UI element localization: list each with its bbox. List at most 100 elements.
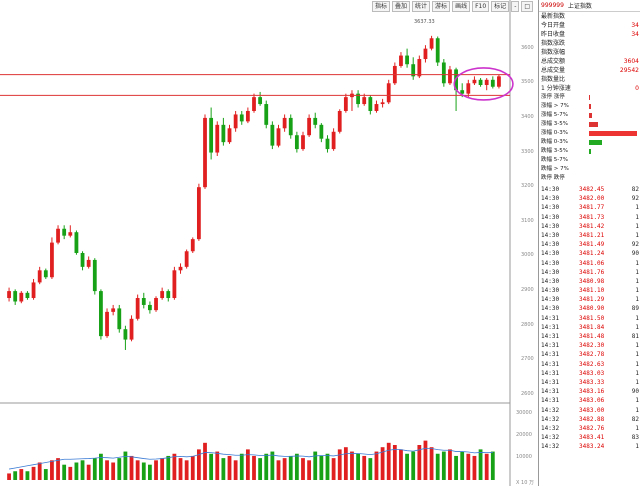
candle-body	[313, 117, 318, 125]
trade-time: 14:31	[541, 388, 560, 396]
trade-price: 3483.33	[579, 378, 605, 386]
candle-body	[362, 97, 367, 105]
trade-time: 14:30	[541, 241, 560, 249]
trade-price: 3481.06	[579, 259, 605, 267]
trade-price: 3481.42	[579, 222, 605, 230]
stat-row: 总成交量 29542	[539, 66, 640, 75]
distribution-bar	[589, 131, 637, 136]
toolbar-button-3[interactable]: 游标	[432, 0, 451, 12]
volume-bar	[19, 469, 24, 480]
volume-bar	[441, 451, 446, 480]
stat-label: 总成交额	[541, 58, 566, 65]
candle-body	[68, 232, 73, 236]
chart-toolbar: 指标 叠加 统计 游标 画线 F10 标记 - □	[372, 0, 534, 12]
volume-bar	[13, 471, 18, 480]
candle-body	[319, 124, 324, 139]
trade-time: 14:30	[541, 268, 560, 276]
candle-body	[490, 79, 495, 87]
index-code: 999999	[541, 2, 564, 9]
candle-body	[184, 251, 189, 267]
trade-volume: 1	[635, 222, 639, 230]
candle-body	[307, 117, 312, 136]
trade-row: 14:31 3482.63 1	[539, 360, 640, 369]
trade-row: 14:30 3481.42 1	[539, 222, 640, 231]
volume-bar	[331, 458, 336, 480]
volume-bar	[184, 460, 189, 480]
kline-chart-panel[interactable]: 指标 叠加 统计 游标 画线 F10 标记 - □ 3637.33 3600 3500 3400 33…	[0, 0, 538, 486]
stat-row: 1 分钟涨速 0	[539, 84, 640, 93]
trade-price: 3482.63	[579, 360, 605, 368]
volume-bar	[99, 453, 103, 480]
toolbar-button-8[interactable]: □	[521, 0, 534, 12]
candle-body	[325, 138, 330, 150]
volume-bar	[460, 451, 465, 480]
candle-body	[497, 76, 501, 87]
trade-volume: 1	[635, 323, 639, 331]
volume-tick-label: 10000	[516, 454, 532, 461]
distribution-label: 跌幅 5-7%	[541, 157, 568, 163]
toolbar-button-7[interactable]: -	[511, 0, 520, 12]
trade-time: 14:32	[541, 434, 560, 442]
trade-time: 14:32	[541, 406, 560, 414]
toolbar-button-1[interactable]: 叠加	[392, 0, 411, 12]
distribution-label: 涨幅 3-5%	[541, 121, 568, 127]
volume-bar	[472, 455, 477, 480]
candle-body	[417, 59, 422, 77]
candle-body	[19, 292, 24, 302]
volume-bar	[325, 453, 330, 480]
toolbar-button-5[interactable]: F10	[472, 0, 490, 12]
trade-volume: 83	[631, 434, 639, 442]
candle-body	[50, 242, 54, 278]
volume-bar	[466, 453, 471, 480]
trade-price: 3482.76	[579, 424, 605, 432]
toolbar-button-4[interactable]: 画线	[452, 0, 471, 12]
volume-bar	[380, 447, 385, 480]
toolbar-button-0[interactable]: 指标	[372, 0, 391, 12]
candle-body	[386, 83, 391, 103]
volume-bar	[374, 451, 379, 480]
trade-volume: 81	[631, 333, 639, 340]
trade-time: 14:30	[541, 204, 560, 212]
candle-body	[423, 48, 428, 60]
candle-body	[245, 110, 250, 122]
candle-body	[264, 104, 269, 125]
candlestick-chart[interactable]	[0, 0, 538, 486]
candle-body	[74, 232, 79, 253]
trade-volume: 1	[635, 360, 639, 368]
trade-time: 14:30	[541, 195, 560, 203]
trade-row: 14:31 3481.50 1	[539, 314, 640, 323]
candle-body	[154, 298, 158, 311]
candle-body	[190, 239, 195, 252]
trade-volume: 1	[635, 351, 639, 359]
trade-volume: 1	[635, 231, 639, 239]
trade-time: 14:31	[541, 360, 560, 368]
trade-time: 14:31	[541, 369, 560, 377]
trade-time: 14:31	[541, 378, 560, 386]
candle-body	[399, 55, 403, 66]
volume-bar	[196, 449, 201, 480]
stat-row: 指数涨跌	[539, 39, 640, 48]
tick-trade-list[interactable]: 14:30 3482.45 82 14:30 3482.00 92 14:30 3481.77…	[539, 185, 640, 451]
trade-time: 14:30	[541, 305, 560, 313]
trade-price: 3480.90	[579, 305, 605, 313]
candle-body	[343, 97, 348, 111]
distribution-row: 涨幅 0-3%	[539, 129, 640, 138]
candle-body	[148, 304, 152, 311]
candle-body	[99, 291, 103, 337]
trade-price: 3481.50	[579, 314, 605, 322]
volume-bar	[288, 455, 293, 480]
trade-time: 14:30	[541, 222, 560, 230]
trade-volume: 92	[631, 241, 639, 249]
toolbar-button-2[interactable]: 统计	[412, 0, 431, 12]
distribution-bar	[589, 140, 603, 145]
trade-row: 14:30 3481.29 1	[539, 295, 640, 304]
trade-time: 14:30	[541, 186, 560, 193]
trade-price: 3482.45	[579, 186, 605, 193]
volume-bar	[301, 458, 305, 480]
stat-row: 最新指数	[539, 12, 640, 21]
candle-body	[294, 135, 299, 150]
trade-price: 3482.88	[579, 415, 605, 423]
candle-body	[13, 291, 18, 302]
volume-bar	[429, 447, 434, 480]
toolbar-button-6[interactable]: 标记	[491, 0, 510, 12]
